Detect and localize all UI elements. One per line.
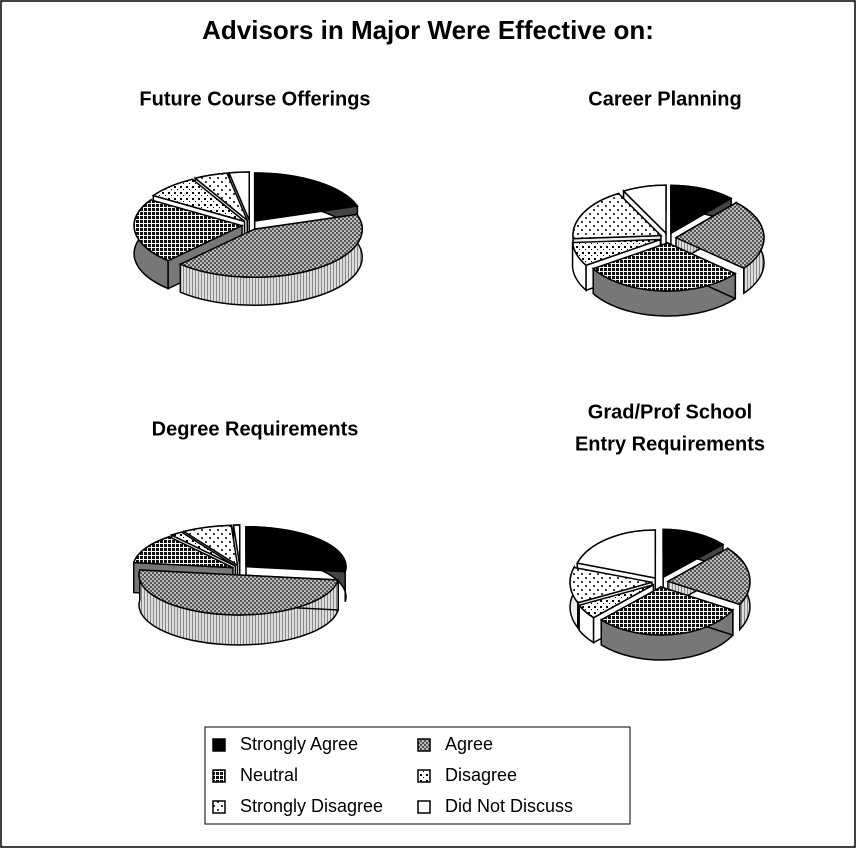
pie-slice	[169, 531, 236, 567]
pie-slice	[182, 524, 239, 567]
pie-slice	[576, 529, 657, 579]
pie-slice	[253, 172, 359, 222]
pie-title: Degree Requirements	[152, 418, 359, 440]
legend-label: Strongly Agree	[240, 734, 358, 754]
pie-slice	[666, 547, 751, 606]
legend-swatch	[417, 800, 431, 814]
pie-slice	[245, 525, 347, 573]
legend-label: Agree	[445, 734, 493, 754]
pie-slice	[193, 172, 248, 221]
pie-slice	[670, 184, 733, 235]
pie-slice	[133, 199, 245, 262]
legend-swatch	[417, 769, 431, 783]
pie-slice	[599, 586, 735, 636]
legend-swatch	[212, 738, 226, 752]
pie-slice	[622, 184, 667, 235]
pie-title: Career Planning	[588, 88, 741, 110]
pie-slice	[138, 569, 340, 616]
pie-title: Future Course Offerings	[139, 88, 370, 110]
pie-slice	[571, 238, 661, 267]
pie-slice	[577, 584, 654, 619]
legend-label: Neutral	[240, 765, 298, 785]
pie-slice	[662, 528, 725, 579]
pie-slice	[591, 242, 737, 292]
pie-slice	[151, 178, 245, 223]
pie-slice	[232, 524, 241, 566]
pie-slice	[569, 566, 653, 604]
legend-swatch	[417, 738, 431, 752]
legend-label: Did Not Discuss	[445, 796, 573, 816]
legend-label: Strongly Disagree	[240, 796, 383, 816]
pie-title: Entry Requirements	[575, 433, 765, 455]
pie-title: Grad/Prof School	[588, 401, 752, 423]
pie-slice	[132, 535, 234, 569]
legend-label: Disagree	[445, 765, 517, 785]
page-title: Advisors in Major Were Effective on:	[202, 15, 654, 45]
legend-swatch	[212, 800, 226, 814]
pie-slice	[178, 213, 364, 278]
pie-slice	[227, 171, 250, 221]
pie-slice	[572, 192, 663, 240]
legend-swatch	[212, 769, 226, 783]
pie-slice	[674, 201, 765, 270]
